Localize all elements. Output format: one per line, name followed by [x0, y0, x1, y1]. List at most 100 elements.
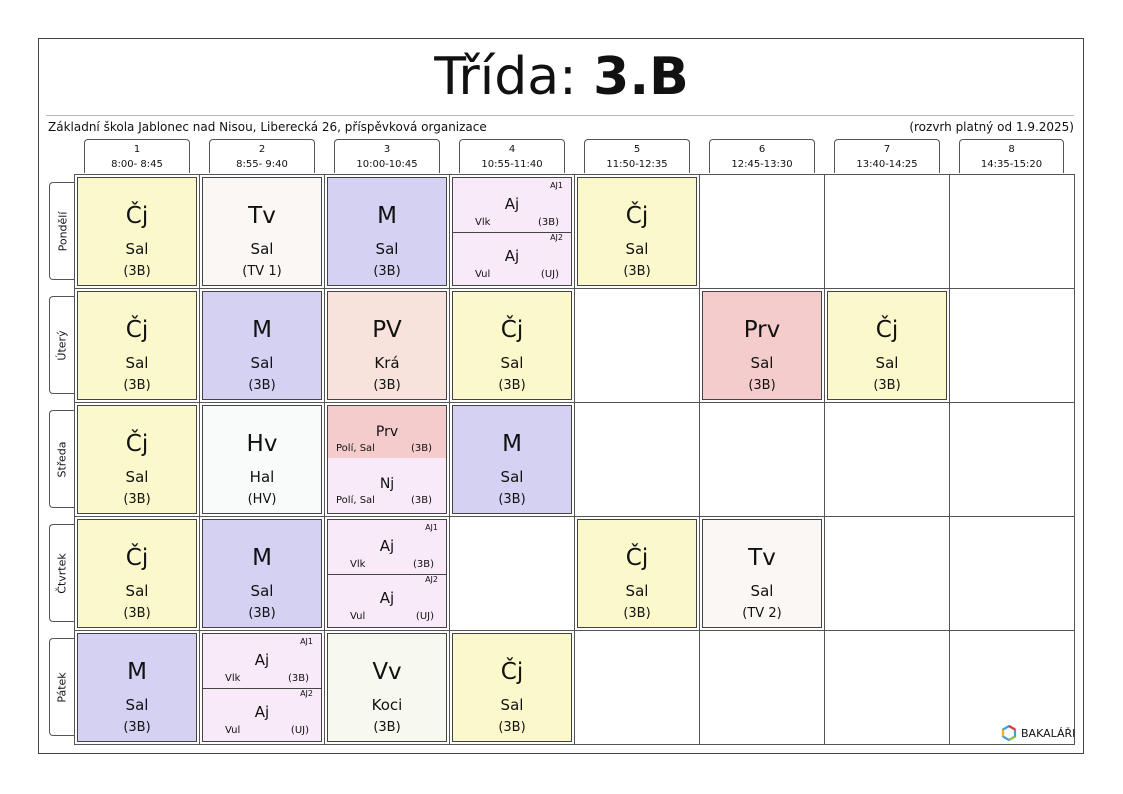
- lesson-room: (3B): [123, 378, 151, 393]
- group-lesson[interactable]: AJ1 Aj Vlk (3B): [328, 520, 446, 575]
- lesson-card[interactable]: Tv Sal (TV 1): [202, 177, 322, 286]
- lesson-room: (3B): [248, 606, 276, 621]
- lesson-teacher: Sal: [250, 240, 274, 258]
- lesson-teacher: Sal: [875, 354, 899, 372]
- lesson-subject: Čj: [125, 203, 149, 229]
- lesson-subject: Čj: [125, 431, 149, 457]
- period-time: 13:40-14:25: [856, 159, 918, 170]
- lesson-card[interactable]: Čj Sal (3B): [577, 519, 697, 628]
- grid-line: [74, 402, 1075, 403]
- group-lesson[interactable]: AJ1 Aj Vlk (3B): [203, 634, 321, 689]
- lesson-subject: M: [252, 545, 272, 571]
- lesson-room: (3B): [498, 378, 526, 393]
- group-lesson[interactable]: AJ1 Aj Vlk (3B): [453, 178, 571, 233]
- grid-line: [699, 174, 700, 745]
- page-frame: [38, 38, 1084, 754]
- lesson-room: (UJ): [290, 725, 309, 736]
- period-number: 4: [508, 144, 516, 155]
- lesson-room: (3B): [287, 673, 309, 684]
- lesson-teacher: Koci: [371, 696, 403, 714]
- validity-note: (rozvrh platný od 1.9.2025): [909, 120, 1074, 134]
- lesson-card-split[interactable]: AJ1 Aj Vlk (3B) AJ2 Aj Vul (UJ): [202, 633, 322, 742]
- lesson-room: (TV 2): [742, 606, 782, 621]
- lesson-subject: Čj: [875, 317, 899, 343]
- lesson-subject: Aj: [504, 247, 520, 265]
- grid-line: [199, 174, 200, 745]
- day-label-friday: Pátek: [49, 638, 75, 736]
- group-lesson[interactable]: AJ2 Aj Vul (UJ): [328, 572, 446, 627]
- lesson-card[interactable]: M Sal (3B): [202, 291, 322, 400]
- day-name: Pátek: [56, 671, 69, 703]
- lesson-teacher: Polí, Sal: [336, 495, 375, 506]
- lesson-card[interactable]: M Sal (3B): [202, 519, 322, 628]
- lesson-card[interactable]: Vv Koci (3B): [327, 633, 447, 742]
- lesson-card[interactable]: M Sal (3B): [452, 405, 572, 514]
- lesson-card[interactable]: M Sal (3B): [327, 177, 447, 286]
- grid-line: [449, 174, 450, 745]
- lesson-card[interactable]: Čj Sal (3B): [827, 291, 947, 400]
- lesson-group: AJ2: [300, 689, 313, 698]
- lesson-teacher: Hal: [249, 468, 275, 486]
- grid-line: [74, 630, 1075, 631]
- day-label-wednesday: Středa: [49, 410, 75, 508]
- lesson-card[interactable]: Čj Sal (3B): [452, 291, 572, 400]
- class-name: 3.B: [593, 47, 689, 107]
- lesson-card[interactable]: Čj Sal (3B): [452, 633, 572, 742]
- lesson-subject: Hv: [246, 431, 278, 457]
- period-time: 8:55- 9:40: [236, 159, 288, 170]
- day-label-thursday: Čtvrtek: [49, 524, 75, 622]
- split-lesson[interactable]: Prv Polí, Sal (3B): [328, 406, 446, 461]
- lesson-teacher: Sal: [125, 354, 149, 372]
- lesson-teacher: Sal: [250, 582, 274, 600]
- lesson-teacher: Vlk: [475, 217, 491, 228]
- lesson-card[interactable]: Čj Sal (3B): [77, 519, 197, 628]
- lesson-group: AJ1: [300, 637, 313, 646]
- grid-line: [324, 174, 325, 745]
- day-name: Úterý: [56, 329, 70, 361]
- lesson-subject: M: [377, 203, 397, 229]
- lesson-room: (3B): [248, 378, 276, 393]
- grid-line: [74, 516, 1075, 517]
- lesson-group: AJ1: [550, 181, 563, 190]
- period-number: 3: [383, 144, 391, 155]
- split-lesson[interactable]: Nj Polí, Sal (3B): [328, 458, 446, 513]
- period-header-5: 5 11:50-12:35: [584, 139, 690, 173]
- lesson-teacher: Sal: [500, 468, 524, 486]
- grid-line: [949, 174, 950, 745]
- lesson-subject: M: [127, 659, 147, 685]
- period-time: 10:00-10:45: [356, 159, 418, 170]
- lesson-card[interactable]: Prv Sal (3B): [702, 291, 822, 400]
- lesson-card[interactable]: Čj Sal (3B): [77, 177, 197, 286]
- lesson-room: (3B): [123, 606, 151, 621]
- lesson-room: (HV): [247, 492, 277, 507]
- lesson-card[interactable]: Čj Sal (3B): [77, 405, 197, 514]
- lesson-card-split[interactable]: Prv Polí, Sal (3B) Nj Polí, Sal (3B): [327, 405, 447, 514]
- lesson-card[interactable]: Hv Hal (HV): [202, 405, 322, 514]
- lesson-card-split[interactable]: AJ1 Aj Vlk (3B) AJ2 Aj Vul (UJ): [452, 177, 572, 286]
- lesson-teacher: Vul: [350, 611, 366, 622]
- lesson-subject: Čj: [500, 317, 524, 343]
- lesson-teacher: Sal: [375, 240, 399, 258]
- group-lesson[interactable]: AJ2 Aj Vul (UJ): [453, 230, 571, 285]
- lesson-teacher: Sal: [250, 354, 274, 372]
- lesson-teacher: Polí, Sal: [336, 443, 375, 454]
- lesson-room: (3B): [873, 378, 901, 393]
- lesson-card-split[interactable]: AJ1 Aj Vlk (3B) AJ2 Aj Vul (UJ): [327, 519, 447, 628]
- divider: [46, 115, 1074, 116]
- lesson-room: (3B): [623, 264, 651, 279]
- group-lesson[interactable]: AJ2 Aj Vul (UJ): [203, 686, 321, 741]
- lesson-subject: Čj: [125, 317, 149, 343]
- day-name: Čtvrtek: [56, 552, 70, 594]
- lesson-card[interactable]: Čj Sal (3B): [577, 177, 697, 286]
- logo-text: BAKALÁŘI: [1021, 726, 1076, 740]
- lesson-card[interactable]: PV Krá (3B): [327, 291, 447, 400]
- lesson-card[interactable]: M Sal (3B): [77, 633, 197, 742]
- lesson-teacher: Vul: [225, 725, 241, 736]
- lesson-card[interactable]: Čj Sal (3B): [77, 291, 197, 400]
- lesson-card[interactable]: Tv Sal (TV 2): [702, 519, 822, 628]
- day-label-monday: Pondělí: [49, 182, 75, 280]
- lesson-teacher: Krá: [374, 354, 400, 372]
- period-header-8: 8 14:35-15:20: [959, 139, 1064, 173]
- lesson-subject: M: [252, 317, 272, 343]
- period-time: 8:00- 8:45: [111, 159, 163, 170]
